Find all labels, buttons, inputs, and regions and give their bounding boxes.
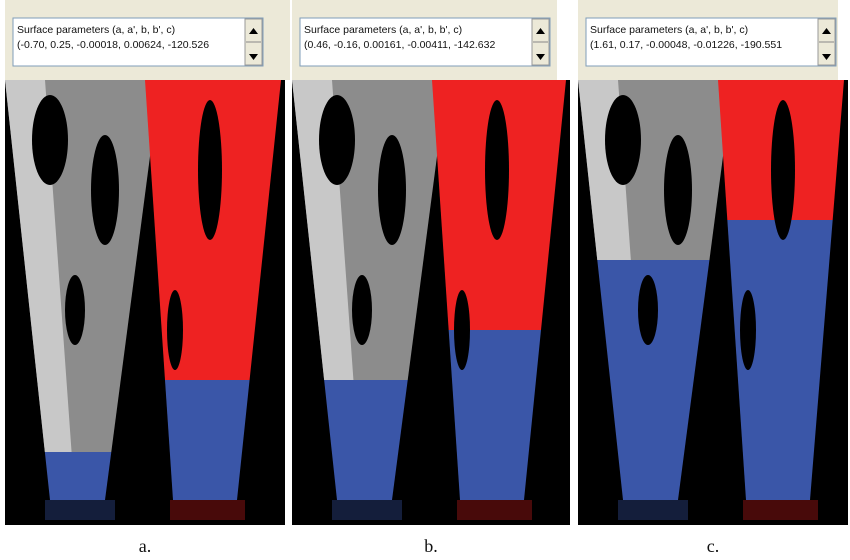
dark-area bbox=[605, 95, 641, 185]
dark-area bbox=[352, 275, 372, 345]
blue-region bbox=[597, 260, 710, 500]
dark-area bbox=[167, 290, 183, 370]
text-box bbox=[12, 17, 264, 67]
text-box bbox=[585, 17, 837, 67]
speckle bbox=[45, 500, 115, 520]
scroll-down bbox=[822, 54, 831, 60]
panel: Surface parameters (a, a', b, b', c) (-0.… bbox=[5, 0, 290, 556]
scroll-down bbox=[249, 54, 258, 60]
dark-area bbox=[485, 100, 509, 240]
gray-highlight bbox=[5, 80, 72, 452]
dark-area bbox=[198, 100, 222, 240]
speckle bbox=[170, 500, 245, 520]
caption: a. bbox=[139, 536, 152, 556]
dark-area bbox=[454, 290, 470, 370]
speckle bbox=[743, 500, 818, 520]
speckle bbox=[618, 500, 688, 520]
box-params: (-0.70, 0.25, -0.00018, 0.00624, -120.52… bbox=[17, 39, 209, 51]
caption: b. bbox=[424, 536, 438, 556]
scroll-up bbox=[249, 28, 258, 34]
box-title: Surface parameters (a, a', b, b', c) bbox=[590, 24, 748, 36]
dark-area bbox=[378, 135, 406, 245]
blue-region bbox=[165, 380, 250, 500]
dark-area bbox=[32, 95, 68, 185]
image bbox=[5, 80, 285, 525]
box-params: (1.61, 0.17, -0.00048, -0.01226, -190.55… bbox=[590, 39, 782, 51]
panel: Surface parameters (a, a', b, b', c) (1.6… bbox=[578, 0, 848, 556]
panel: Surface parameters (a, a', b, b', c) (0.4… bbox=[292, 0, 570, 556]
scroll-up bbox=[822, 28, 831, 34]
dark-area bbox=[65, 275, 85, 345]
blue-region bbox=[448, 330, 541, 500]
scroll-down bbox=[536, 54, 545, 60]
blue-region bbox=[324, 380, 408, 500]
box-params: (0.46, -0.16, 0.00161, -0.00411, -142.63… bbox=[304, 39, 495, 51]
blue-region bbox=[44, 452, 112, 500]
speckle bbox=[332, 500, 402, 520]
box-title: Surface parameters (a, a', b, b', c) bbox=[17, 24, 175, 36]
box-title: Surface parameters (a, a', b, b', c) bbox=[304, 24, 462, 36]
dark-area bbox=[771, 100, 795, 240]
scroll-up bbox=[536, 28, 545, 34]
blue-region bbox=[727, 220, 833, 500]
image bbox=[578, 80, 848, 525]
dark-area bbox=[638, 275, 658, 345]
text-box bbox=[299, 17, 551, 67]
dark-area bbox=[740, 290, 756, 370]
image bbox=[292, 80, 570, 525]
gray-highlight bbox=[292, 80, 354, 380]
caption: c. bbox=[707, 536, 720, 556]
speckle bbox=[457, 500, 532, 520]
dark-area bbox=[91, 135, 119, 245]
dark-area bbox=[664, 135, 692, 245]
dark-area bbox=[319, 95, 355, 185]
